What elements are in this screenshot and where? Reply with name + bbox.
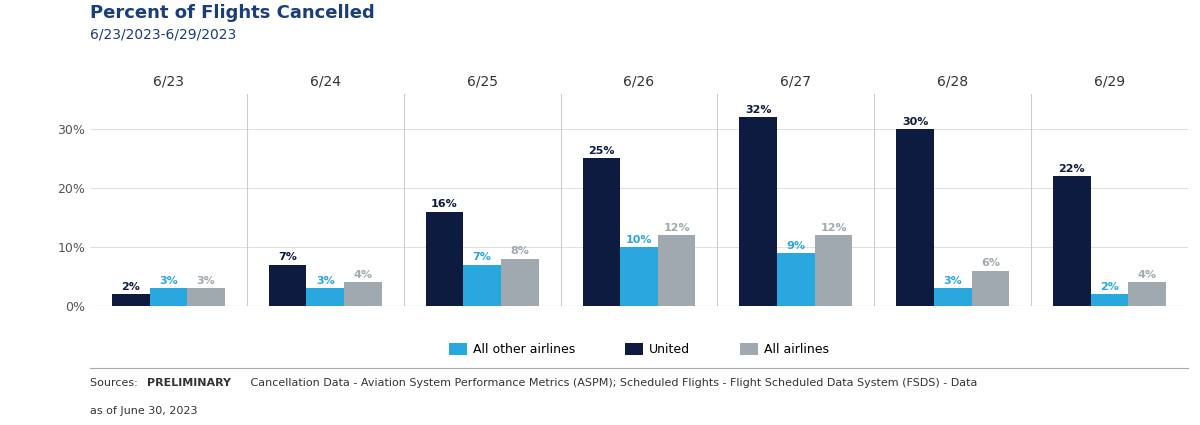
Text: 12%: 12% [820, 223, 847, 233]
Text: 6/23/2023-6/29/2023: 6/23/2023-6/29/2023 [90, 28, 236, 42]
Text: 8%: 8% [510, 246, 529, 256]
Text: 3%: 3% [316, 276, 335, 286]
Text: Sources:: Sources: [90, 378, 142, 388]
Bar [463, 265, 500, 306]
Bar [1091, 294, 1128, 306]
Text: 3%: 3% [160, 276, 178, 286]
Bar [112, 294, 150, 306]
Text: 10%: 10% [625, 235, 653, 245]
Text: 12%: 12% [664, 223, 690, 233]
Bar [150, 288, 187, 306]
Text: Percent of Flights Cancelled: Percent of Flights Cancelled [90, 4, 374, 22]
Bar [620, 247, 658, 306]
Bar [778, 253, 815, 306]
Text: 2%: 2% [121, 282, 140, 292]
Text: 3%: 3% [943, 276, 962, 286]
Text: PRELIMINARY: PRELIMINARY [148, 378, 232, 388]
Bar [896, 129, 934, 306]
Text: 4%: 4% [354, 270, 372, 280]
Text: as of June 30, 2023: as of June 30, 2023 [90, 405, 198, 416]
Bar [426, 212, 463, 306]
Text: 7%: 7% [473, 252, 492, 262]
Text: 7%: 7% [278, 252, 298, 262]
Bar [1128, 282, 1166, 306]
Text: Cancellation Data - Aviation System Performance Metrics (ASPM); Scheduled Flight: Cancellation Data - Aviation System Perf… [247, 378, 977, 388]
Bar [582, 159, 620, 306]
Text: 30%: 30% [902, 116, 929, 127]
Text: 9%: 9% [786, 241, 805, 250]
Text: 3%: 3% [197, 276, 216, 286]
Bar [739, 117, 778, 306]
Bar [344, 282, 382, 306]
Text: 6%: 6% [980, 258, 1000, 268]
Text: 22%: 22% [1058, 164, 1085, 174]
Bar [1054, 176, 1091, 306]
Bar [658, 235, 696, 306]
Bar [500, 259, 539, 306]
Bar [934, 288, 972, 306]
Legend: All other airlines, United, All airlines: All other airlines, United, All airlines [444, 338, 834, 361]
Bar [269, 265, 306, 306]
Bar [815, 235, 852, 306]
Text: 4%: 4% [1138, 270, 1157, 280]
Bar [972, 271, 1009, 306]
Text: 16%: 16% [431, 199, 458, 209]
Bar [187, 288, 224, 306]
Bar [306, 288, 344, 306]
Text: 2%: 2% [1100, 282, 1120, 292]
Text: 25%: 25% [588, 146, 614, 156]
Text: 32%: 32% [745, 105, 772, 115]
